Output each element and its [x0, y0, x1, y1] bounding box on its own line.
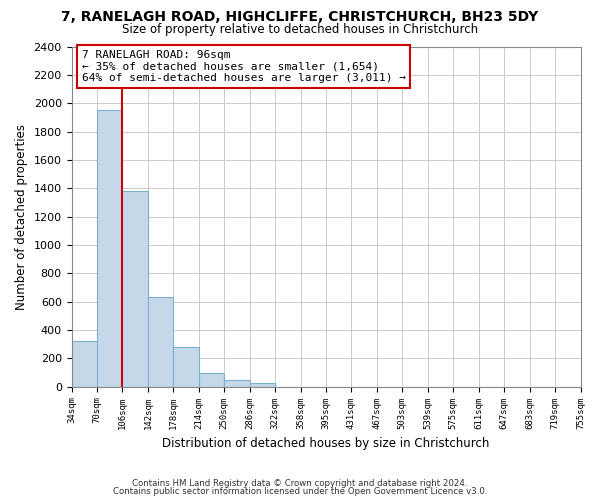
- Text: Contains public sector information licensed under the Open Government Licence v3: Contains public sector information licen…: [113, 487, 487, 496]
- Bar: [224, 380, 250, 386]
- Text: Size of property relative to detached houses in Christchurch: Size of property relative to detached ho…: [122, 22, 478, 36]
- Text: 7 RANELAGH ROAD: 96sqm
← 35% of detached houses are smaller (1,654)
64% of semi-: 7 RANELAGH ROAD: 96sqm ← 35% of detached…: [82, 50, 406, 83]
- Text: 7, RANELAGH ROAD, HIGHCLIFFE, CHRISTCHURCH, BH23 5DY: 7, RANELAGH ROAD, HIGHCLIFFE, CHRISTCHUR…: [61, 10, 539, 24]
- Bar: [148, 298, 173, 386]
- X-axis label: Distribution of detached houses by size in Christchurch: Distribution of detached houses by size …: [163, 437, 490, 450]
- Bar: [199, 373, 224, 386]
- Text: Contains HM Land Registry data © Crown copyright and database right 2024.: Contains HM Land Registry data © Crown c…: [132, 478, 468, 488]
- Bar: [250, 383, 275, 386]
- Y-axis label: Number of detached properties: Number of detached properties: [15, 124, 28, 310]
- Bar: [173, 347, 199, 387]
- Bar: [71, 342, 97, 386]
- Bar: [122, 191, 148, 386]
- Bar: [97, 110, 122, 386]
